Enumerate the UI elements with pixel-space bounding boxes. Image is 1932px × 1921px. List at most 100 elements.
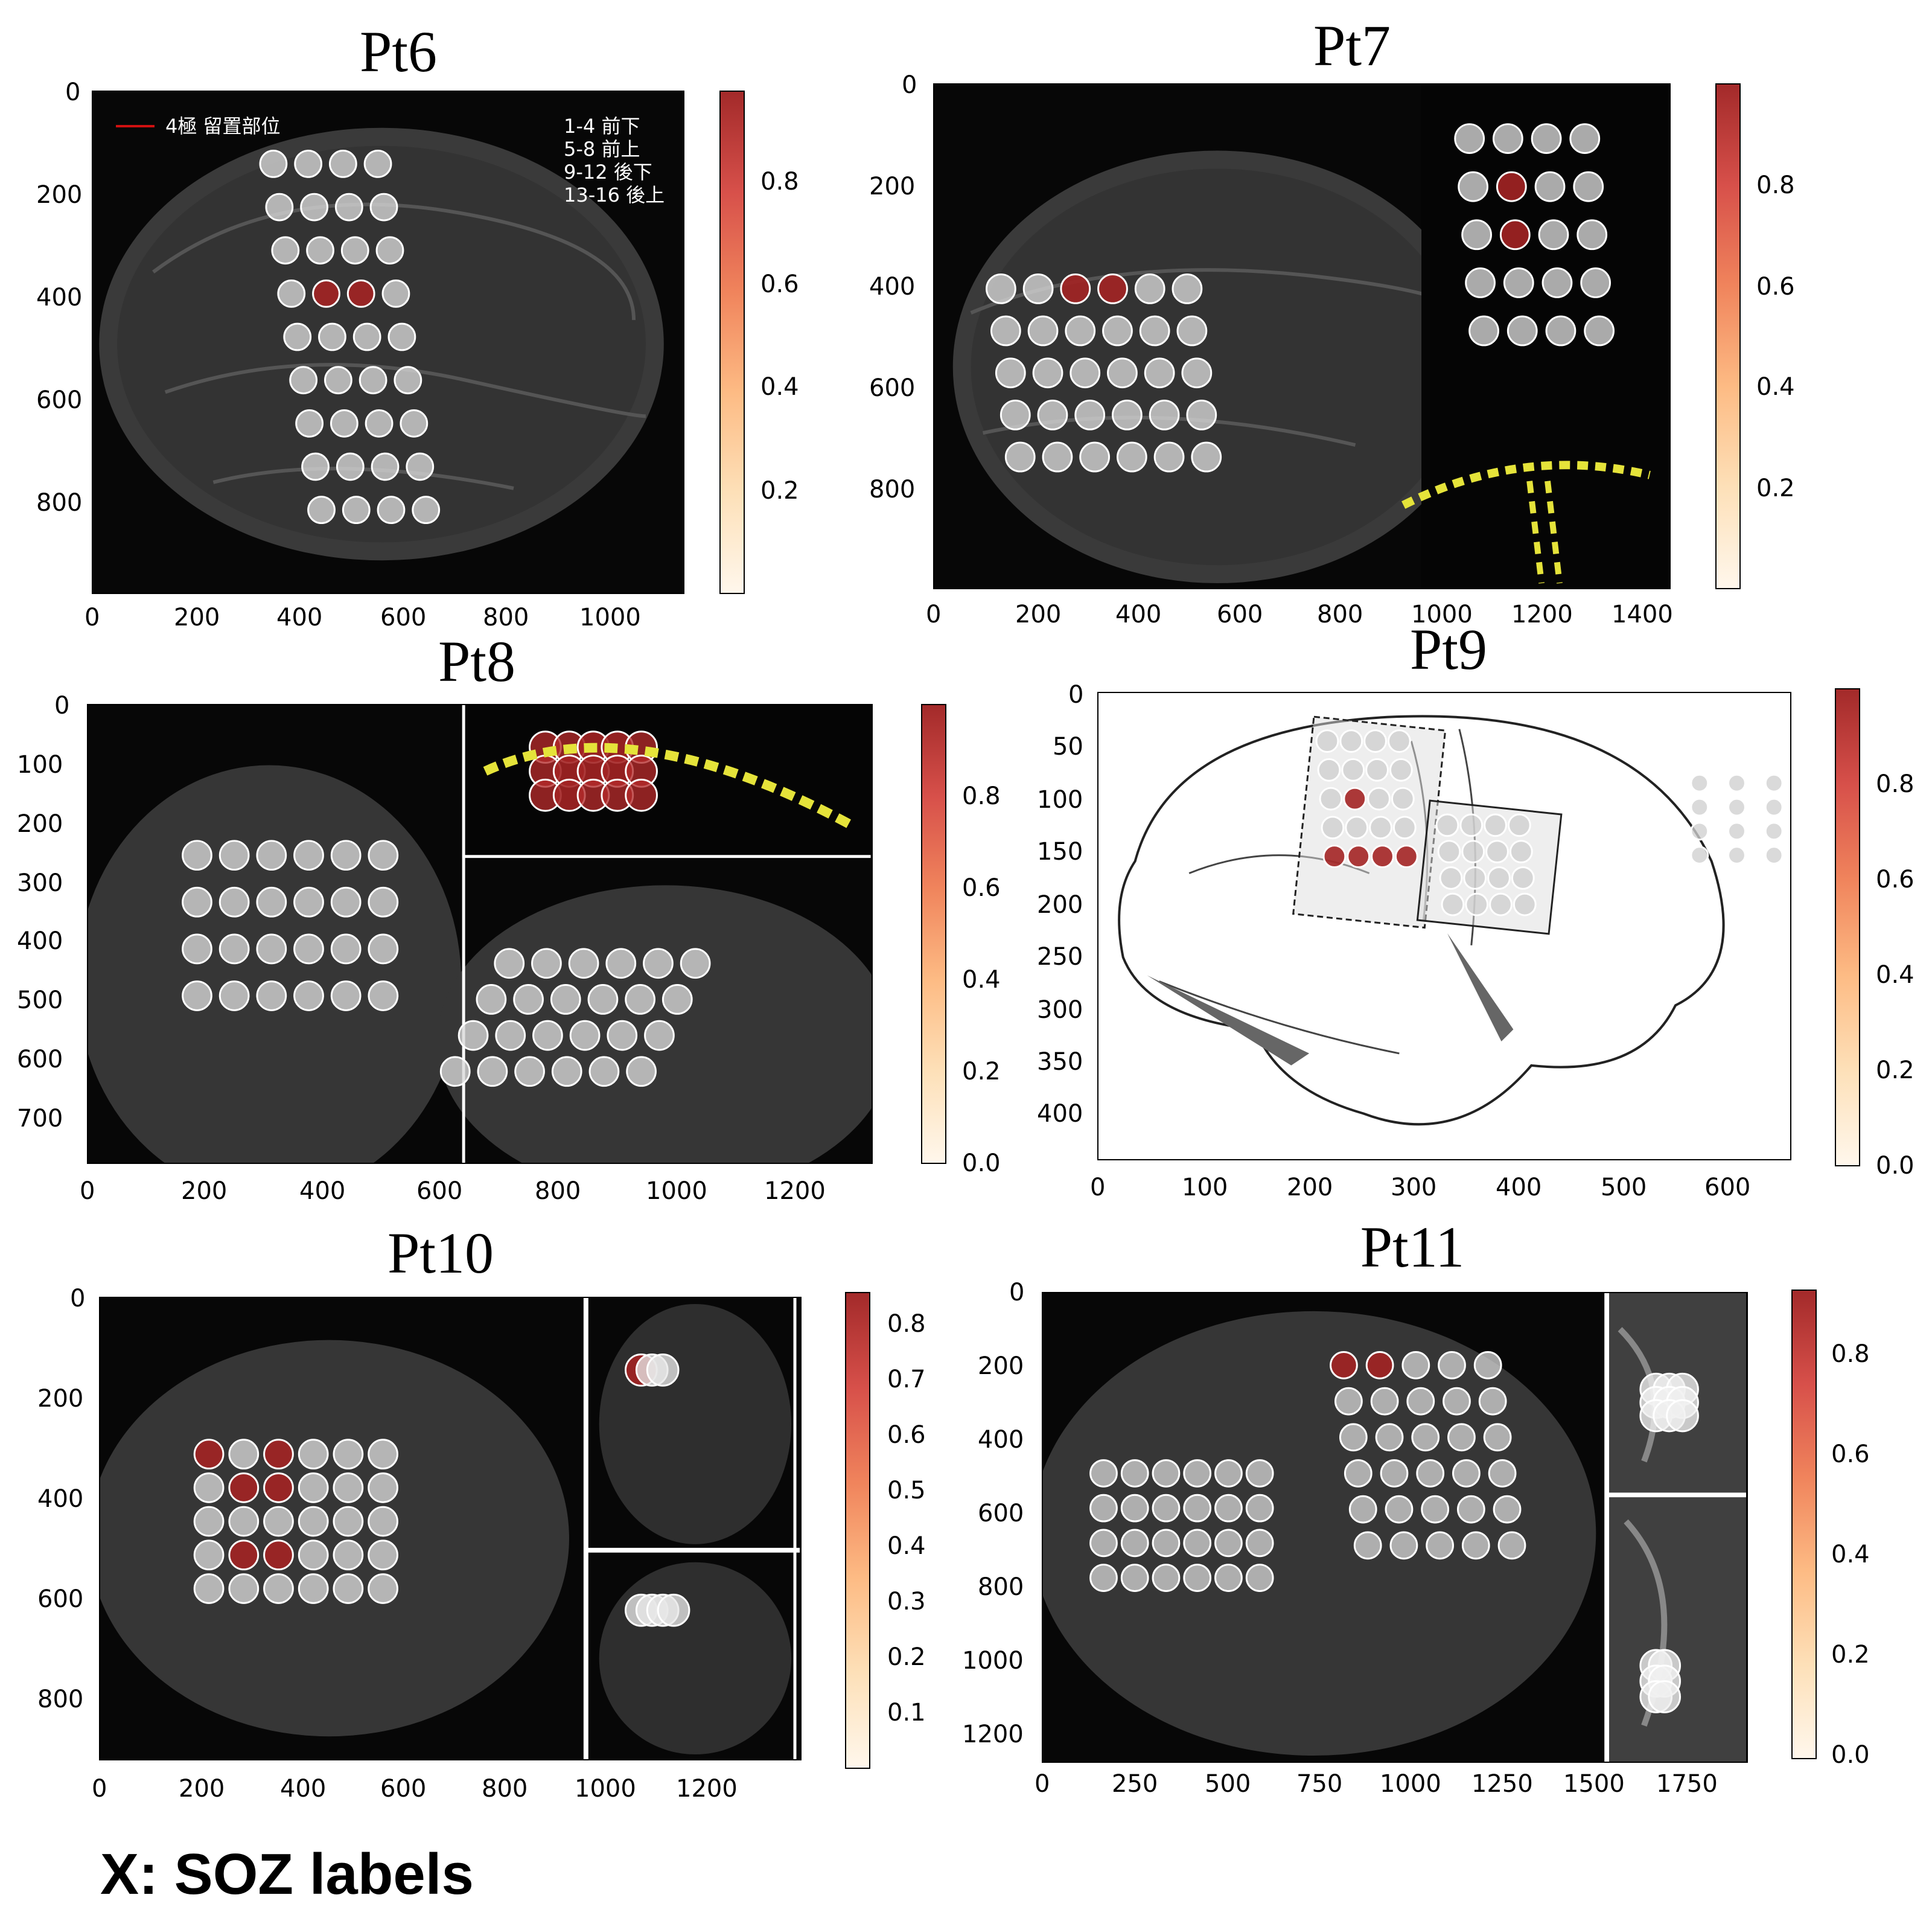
electrode-contact	[263, 1506, 294, 1537]
electrode-contact	[1406, 1387, 1435, 1416]
legend-text: 4極 留置部位	[165, 115, 281, 138]
electrode-contact	[293, 840, 324, 871]
x-tick: 1500	[1563, 1770, 1625, 1798]
electrode-contact	[1534, 171, 1566, 202]
colorbar	[1791, 1290, 1817, 1759]
electrode-contact	[1411, 1423, 1440, 1452]
electrode-contact	[1037, 399, 1068, 430]
electrode-contact	[643, 948, 674, 979]
electrode-contact	[476, 984, 507, 1015]
colorbar	[845, 1292, 870, 1769]
electrode-contact	[342, 496, 371, 525]
electrode-contact	[293, 886, 324, 918]
electrode-contact	[1183, 1564, 1212, 1592]
cb-tick: 0.2	[887, 1643, 926, 1671]
electrode-contact	[1107, 357, 1138, 389]
x-tick: 600	[1217, 601, 1263, 628]
y-tick: 0	[54, 692, 70, 720]
electrode-contact	[193, 1506, 225, 1537]
electrode-contact	[333, 1539, 364, 1571]
electrode-contact	[1334, 1387, 1363, 1416]
electrode-contact	[1089, 1564, 1118, 1592]
electrode-contact	[1365, 758, 1389, 782]
electrode-contact	[277, 280, 306, 308]
cb-tick: 0.8	[962, 782, 1001, 810]
electrode-contact	[1089, 1494, 1118, 1523]
electrode-contact	[1727, 846, 1746, 865]
electrode-plot	[100, 1298, 800, 1759]
electrode-plot	[1118, 715, 1784, 1126]
electrode-contact	[1070, 357, 1101, 389]
electrode-contact	[263, 1539, 294, 1571]
y-tick: 200	[37, 1385, 84, 1413]
electrode-contact	[1347, 845, 1371, 868]
electrode-contact	[1727, 822, 1746, 841]
electrode-contact	[1191, 441, 1222, 473]
electrode-contact	[1245, 1494, 1274, 1523]
electrode-contact	[1465, 267, 1496, 298]
electrode-contact	[1319, 787, 1343, 811]
electrode-contact	[1022, 273, 1054, 304]
electrode-contact	[1074, 399, 1106, 430]
electrode-contact	[457, 1020, 489, 1051]
x-tick: 800	[535, 1177, 581, 1205]
cb-tick: 0.2	[760, 477, 799, 505]
y-tick: 600	[37, 1585, 84, 1613]
y-tick: 400	[17, 927, 63, 955]
electrode-contact	[400, 409, 429, 438]
electrode-contact	[1456, 1495, 1485, 1524]
electrode-contact	[256, 933, 287, 965]
electrode-contact	[1183, 1494, 1212, 1523]
note-line: 9-12 後下	[564, 161, 652, 184]
electrode-contact	[569, 1020, 601, 1051]
electrode-contact	[193, 1573, 225, 1604]
cb-tick: 0.4	[1831, 1541, 1870, 1568]
electrode-contact	[1371, 845, 1394, 868]
electrode-contact	[265, 193, 294, 222]
electrode-contact	[346, 280, 375, 308]
electrode-contact	[1245, 1529, 1274, 1558]
panel-title: Pt10	[387, 1221, 494, 1285]
electrode-contact	[368, 1573, 398, 1604]
electrode-contact	[1507, 813, 1531, 837]
electrode-contact	[1149, 399, 1180, 430]
electrode-contact	[1079, 441, 1111, 473]
electrode-contact	[193, 1439, 225, 1470]
electrode-contact	[228, 1539, 260, 1571]
electrode-contact	[1321, 816, 1345, 840]
electrode-contact	[1497, 1531, 1526, 1560]
electrode-contact	[1112, 399, 1143, 430]
electrode-contact	[1102, 315, 1133, 347]
colorbar	[921, 704, 946, 1164]
electrode-contact	[1506, 315, 1538, 347]
electrode-contact	[1152, 1529, 1181, 1558]
x-tick: 0	[1035, 1770, 1050, 1798]
y-tick: 800	[37, 1686, 84, 1713]
cb-tick: 0.8	[887, 1310, 926, 1338]
electrode-contact	[1330, 1351, 1358, 1379]
electrode-contact	[218, 886, 250, 918]
electrode-contact	[1435, 813, 1459, 837]
y-tick: 600	[36, 386, 83, 414]
electrode-contact	[301, 452, 330, 481]
electrode-contact	[1541, 267, 1573, 298]
cb-tick: 0.2	[1756, 475, 1795, 502]
electrode-contact	[1513, 892, 1537, 916]
electrode-contact	[1153, 441, 1185, 473]
y-tick: 0	[1068, 681, 1084, 709]
electrode-contact	[333, 1472, 364, 1503]
electrode-contact	[334, 193, 363, 222]
x-tick: 600	[380, 1775, 427, 1803]
electrode-contact	[646, 1354, 680, 1387]
electrode-contact	[1317, 758, 1341, 782]
note-line: 1-4 前下	[564, 115, 640, 138]
electrode-contact	[1369, 816, 1392, 840]
electrode-contact	[1032, 357, 1063, 389]
x-tick: 1200	[764, 1177, 826, 1205]
electrode-contact	[1370, 1387, 1399, 1416]
electrode-contact	[513, 984, 544, 1015]
electrode-contact	[1421, 1495, 1450, 1524]
panel-title: Pt6	[359, 19, 438, 84]
electrode-contact	[330, 886, 362, 918]
y-tick: 600	[17, 1046, 63, 1073]
